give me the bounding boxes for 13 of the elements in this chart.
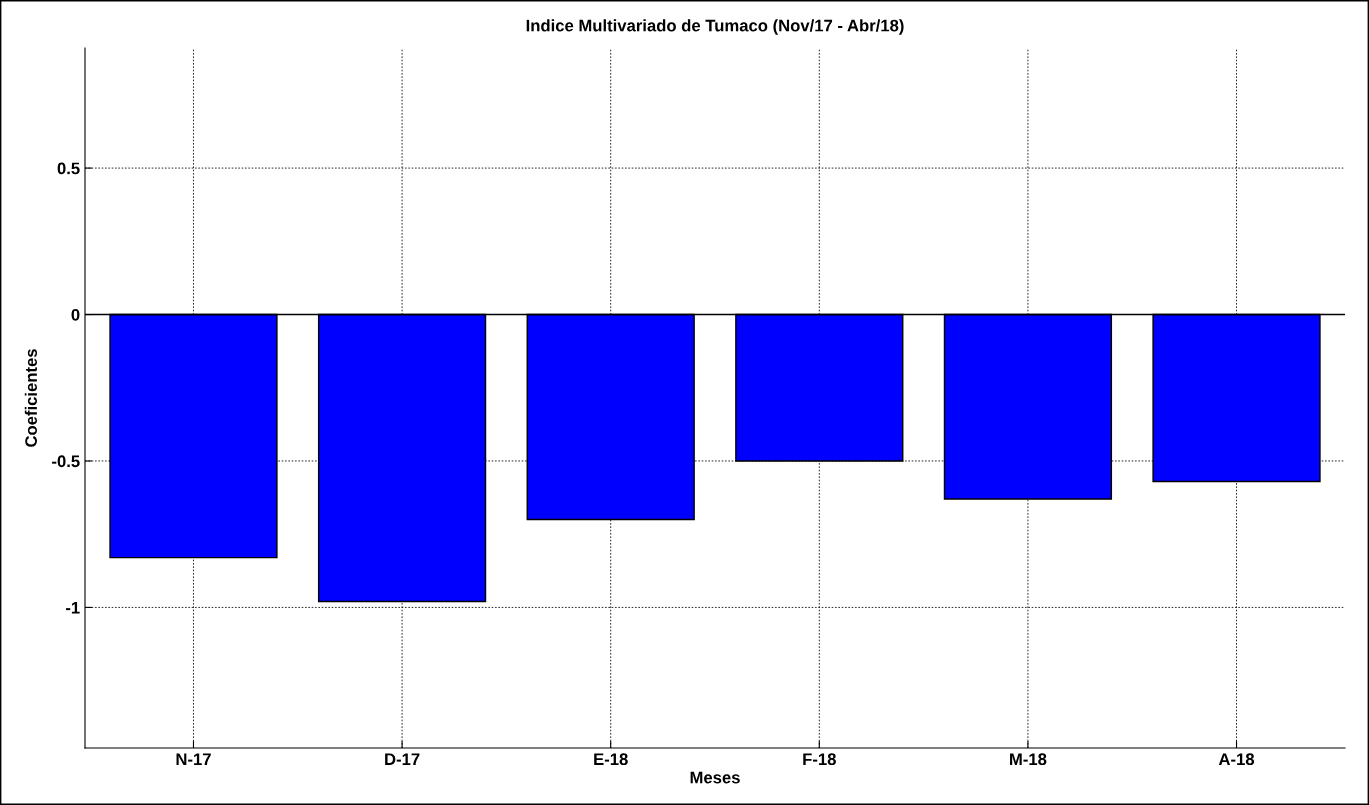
y-tick-label: -1 (65, 601, 80, 614)
x-tick-label: N-17 (176, 753, 211, 765)
y-axis-title: Coeficientes (24, 349, 38, 447)
x-axis-title: Meses (690, 771, 740, 784)
x-tick-label: M-18 (1010, 753, 1047, 766)
y-tick-label: 0 (71, 308, 80, 321)
chart-title: Indice Multivariado de Tumaco (Nov/17 - Abr/18) (526, 19, 904, 35)
x-tick-label: E-18 (594, 753, 628, 766)
x-tick-label: A-18 (1218, 753, 1255, 766)
x-tick-label: D-17 (385, 753, 420, 765)
y-tick-label: 0.5 (57, 162, 80, 175)
x-tick-label: F-18 (803, 753, 836, 766)
y-tick-label: -0.5 (52, 455, 80, 468)
